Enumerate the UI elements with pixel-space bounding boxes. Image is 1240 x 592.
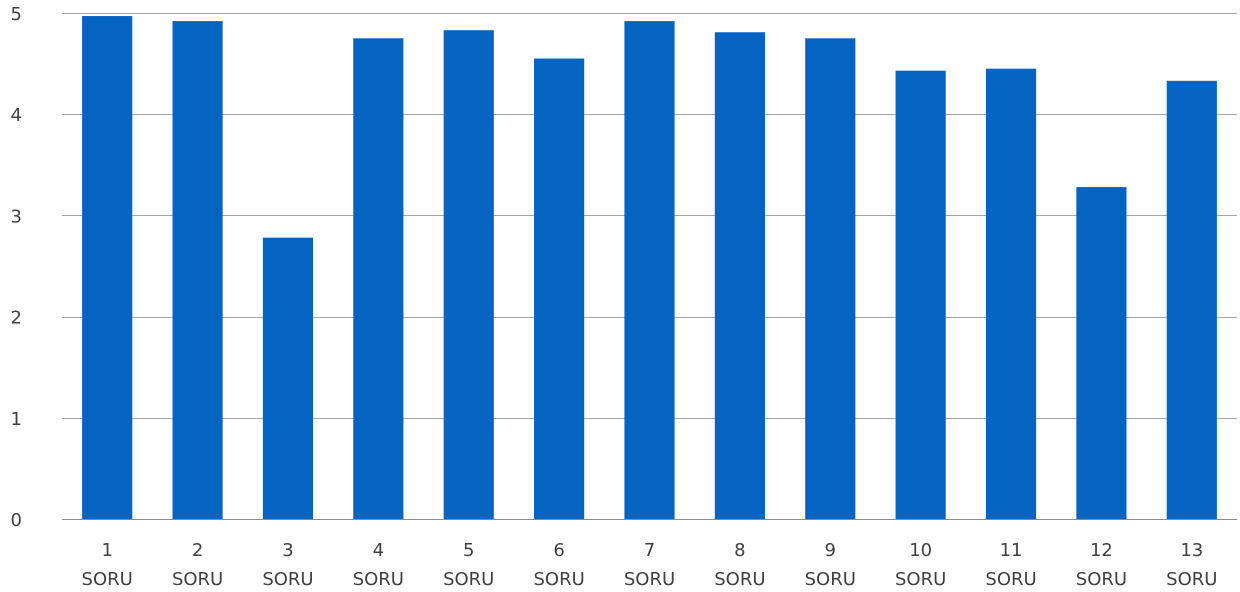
x-axis-labels: 1 SORU 2 SORU 3 SORU 4 SORU 5 SORU 6 SORU 7 SORU 8 SORU… <box>82 540 1218 590</box>
x-tick-label-10-word: SORU <box>895 569 946 590</box>
x-tick-label-10-number: 10 <box>909 540 932 561</box>
x-tick-label-8-number: 8 <box>734 540 745 561</box>
x-tick-label-5-number: 5 <box>463 540 474 561</box>
x-tick-label-9-word: SORU <box>805 569 856 590</box>
x-tick-label-13-number: 13 <box>1180 540 1203 561</box>
x-tick-label-12-number: 12 <box>1090 540 1113 561</box>
x-tick-label-2-word: SORU <box>172 569 223 590</box>
x-tick-label-11-number: 11 <box>1000 540 1023 561</box>
bar-11 <box>985 68 1037 519</box>
bars <box>82 16 1217 520</box>
x-tick-label-6-word: SORU <box>533 569 584 590</box>
x-tick-label-8-word: SORU <box>714 569 765 590</box>
y-tick-label-5: 5 <box>11 4 22 25</box>
x-tick-label-3-word: SORU <box>262 569 313 590</box>
x-tick-label-2-number: 2 <box>192 540 203 561</box>
bar-13 <box>1166 80 1217 520</box>
y-tick-label-0: 0 <box>11 510 22 531</box>
bar-4 <box>353 38 404 520</box>
x-tick-label-1-word: SORU <box>82 569 133 590</box>
x-tick-label-3-number: 3 <box>282 540 293 561</box>
bar-7 <box>624 21 675 519</box>
x-tick-label-1-number: 1 <box>101 540 112 561</box>
bar-9 <box>805 38 856 520</box>
bar-8 <box>714 32 765 519</box>
x-tick-label-13-word: SORU <box>1166 569 1217 590</box>
bar-2 <box>172 21 223 519</box>
bar-6 <box>534 58 585 519</box>
x-tick-label-11-word: SORU <box>985 569 1036 590</box>
y-tick-label-1: 1 <box>11 409 22 430</box>
x-tick-label-12-word: SORU <box>1076 569 1127 590</box>
x-tick-label-4-number: 4 <box>373 540 384 561</box>
x-tick-label-5-word: SORU <box>443 569 494 590</box>
y-axis-ticks: 0 1 2 3 4 5 <box>11 4 22 531</box>
bar-12 <box>1076 187 1127 519</box>
bar-5 <box>443 30 494 519</box>
bar-1 <box>82 16 133 519</box>
y-tick-label-2: 2 <box>11 308 22 329</box>
x-tick-label-6-number: 6 <box>553 540 564 561</box>
bar-3 <box>262 237 314 519</box>
y-tick-label-3: 3 <box>11 206 22 227</box>
x-tick-label-7-number: 7 <box>644 540 655 561</box>
x-tick-label-4-word: SORU <box>353 569 404 590</box>
y-tick-label-4: 4 <box>11 105 22 126</box>
bar-10 <box>895 70 946 520</box>
x-tick-label-9-number: 9 <box>825 540 836 561</box>
x-tick-label-7-word: SORU <box>624 569 675 590</box>
